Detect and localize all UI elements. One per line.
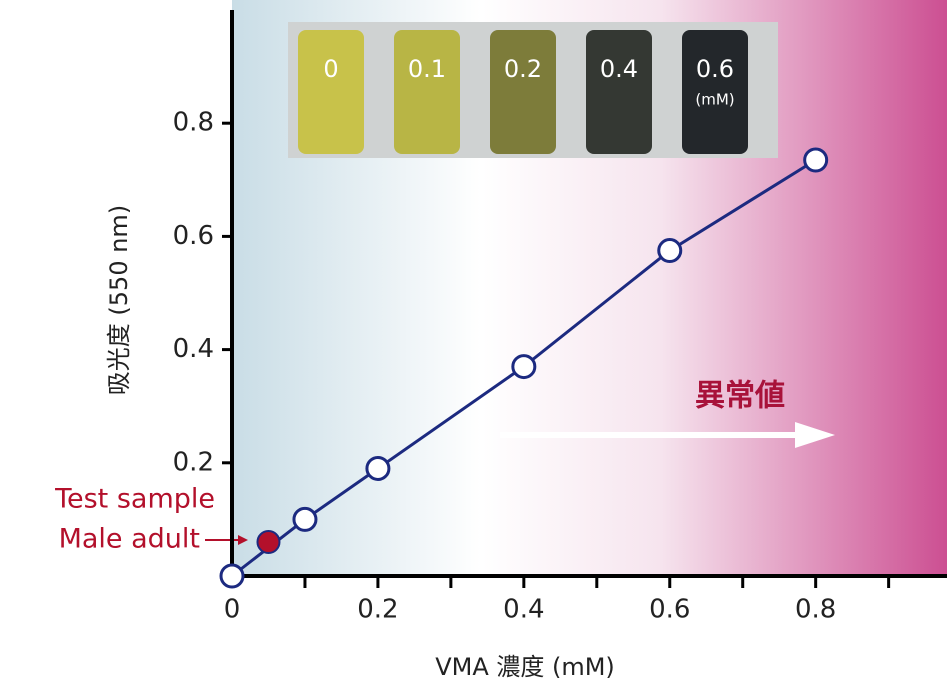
vial-label: 0.1 xyxy=(408,55,446,83)
vial-label: 0.6 xyxy=(696,55,734,83)
pointer-head xyxy=(238,535,248,545)
data-point xyxy=(292,506,318,532)
x-tick-label: 0.2 xyxy=(357,595,398,625)
vial xyxy=(586,30,652,154)
data-point xyxy=(365,455,391,481)
highlight-label: Test sample xyxy=(54,484,215,515)
data-point xyxy=(219,563,245,589)
highlight-point xyxy=(256,530,281,555)
arrow-head xyxy=(795,422,835,448)
vial xyxy=(682,30,748,154)
vial-label: 0 xyxy=(323,55,338,83)
vial-label: 0.4 xyxy=(600,55,638,83)
y-tick-label: 0.2 xyxy=(173,447,214,477)
x-tick-label: 0.4 xyxy=(503,595,544,625)
data-point xyxy=(803,147,829,173)
x-axis-label: VMA 濃度 (mM) xyxy=(435,653,615,681)
vial-unit: (mM) xyxy=(695,91,734,109)
arrow-label: 異常値 xyxy=(695,379,785,414)
y-tick-label: 0.4 xyxy=(173,334,214,364)
vial xyxy=(394,30,460,154)
vial xyxy=(298,30,364,154)
x-tick-label: 0 xyxy=(224,595,241,625)
data-point xyxy=(657,238,683,264)
series-line xyxy=(231,158,817,578)
y-tick-label: 0.8 xyxy=(173,108,214,138)
x-tick-label: 0.8 xyxy=(795,595,836,625)
x-tick-label: 0.6 xyxy=(649,595,690,625)
y-tick-label: 0.6 xyxy=(173,221,214,251)
vial-label: 0.2 xyxy=(504,55,542,83)
data-point xyxy=(511,354,537,380)
y-axis-label: 吸光度 (550 nm) xyxy=(105,205,133,395)
highlight-label: Male adult xyxy=(59,524,200,555)
vial xyxy=(490,30,556,154)
